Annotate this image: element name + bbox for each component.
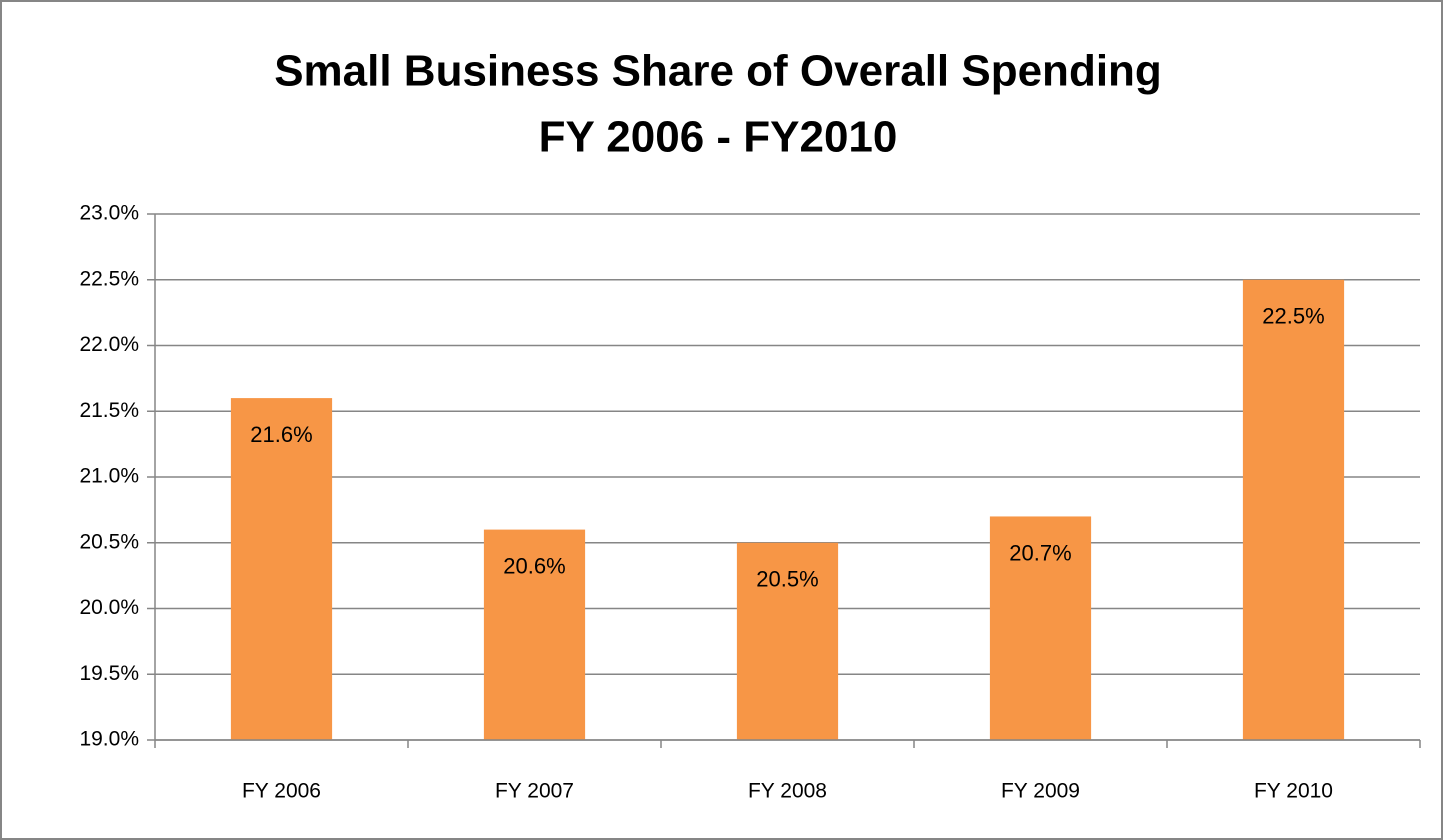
bar — [736, 542, 839, 740]
value-label: 20.6% — [503, 553, 565, 578]
bar — [483, 529, 586, 740]
bar — [230, 398, 333, 740]
y-tick-label: 19.0% — [79, 728, 139, 751]
y-tick-label: 21.5% — [79, 399, 139, 422]
chart-title: Small Business Share of Overall Spending — [274, 47, 1162, 96]
value-label: 21.6% — [250, 422, 312, 447]
x-tick-label: FY 2008 — [748, 780, 827, 803]
y-tick-label: 23.0% — [79, 202, 139, 225]
y-tick-label: 19.5% — [79, 662, 139, 685]
x-tick-label: FY 2006 — [242, 780, 321, 803]
chart-title: FY 2006 - FY2010 — [539, 113, 898, 162]
y-tick-label: 22.5% — [79, 267, 139, 290]
value-label: 20.7% — [1009, 540, 1071, 565]
x-tick-label: FY 2007 — [495, 780, 574, 803]
value-label: 22.5% — [1262, 304, 1324, 329]
value-label: 20.5% — [756, 567, 818, 592]
y-tick-label: 22.0% — [79, 333, 139, 356]
y-tick-label: 20.0% — [79, 596, 139, 619]
x-tick-label: FY 2009 — [1001, 780, 1080, 803]
x-tick-label: FY 2010 — [1254, 780, 1333, 803]
y-tick-label: 20.5% — [79, 530, 139, 553]
y-tick-label: 21.0% — [79, 465, 139, 488]
bar — [989, 516, 1092, 740]
bar — [1242, 279, 1345, 740]
